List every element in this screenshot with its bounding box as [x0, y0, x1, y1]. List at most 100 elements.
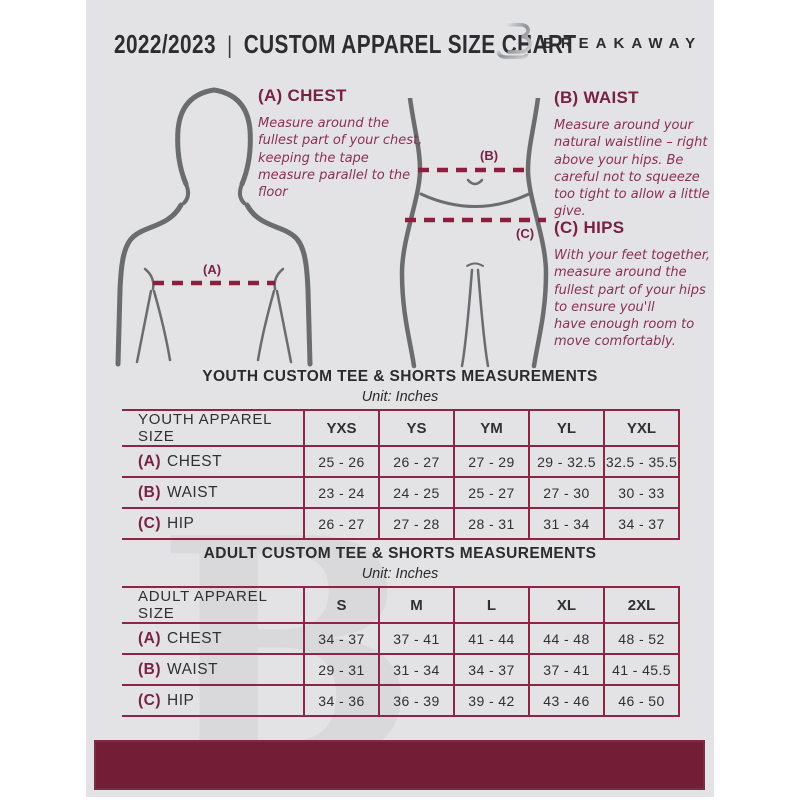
hips-diagram: (B) (C) — [390, 95, 562, 375]
table-cell: 43 - 46 — [528, 684, 604, 717]
chest-guide-section: (A) CHEST Measure around the fullest par… — [258, 86, 428, 201]
table-row-chest: (A) CHEST 25 - 26 26 - 27 27 - 29 29 - 32… — [122, 445, 680, 478]
row-label-chest: (A) CHEST — [122, 445, 304, 478]
table-cell: 29 - 31 — [303, 653, 379, 686]
table-cell: 25 - 26 — [303, 445, 379, 478]
table-cell: 41 - 45.5 — [603, 653, 680, 686]
table-cell: 28 - 31 — [453, 507, 529, 540]
brand-name: BREAKAWAY — [543, 35, 703, 52]
row-label-hip: (C) HIP — [122, 507, 304, 540]
chest-marker-label: (A) — [203, 262, 221, 277]
adult-size-column-header: ADULT APPAREL SIZE — [122, 586, 304, 624]
row-label-chest: (A) CHEST — [122, 622, 304, 655]
breakaway-b-logo-icon — [494, 20, 534, 67]
size-col-ys: YS — [378, 409, 454, 447]
row-prefix: (A) — [138, 452, 162, 470]
table-row-hip: (C) HIP 26 - 27 27 - 28 28 - 31 31 - 34 3… — [122, 507, 680, 540]
hip-marker-label: (C) — [516, 226, 534, 241]
adult-table-unit: Unit: Inches — [361, 566, 439, 582]
table-cell: 34 - 36 — [303, 684, 379, 717]
adult-size-table: ADULT APPAREL SIZE S M L XL 2XL (A) CHEST… — [122, 586, 680, 717]
table-cell: 27 - 28 — [378, 507, 454, 540]
size-col-s: S — [303, 586, 379, 624]
season-label: 2022/2023 — [114, 29, 216, 59]
row-name: CHEST — [167, 452, 223, 470]
youth-size-table: YOUTH APPAREL SIZE YXS YS YM YL YXL (A) C… — [122, 409, 680, 540]
row-prefix: (B) — [138, 660, 162, 678]
chest-guide-heading: (A) CHEST — [258, 86, 347, 105]
row-prefix: (B) — [138, 483, 162, 501]
page-title: 2022/2023 | CUSTOM APPAREL SIZE CHART — [114, 29, 577, 60]
adult-table-titles: ADULT CUSTOM TEE & SHORTS MEASUREMENTS U… — [86, 545, 714, 582]
table-cell: 46 - 50 — [603, 684, 680, 717]
brand-lockup: BREAKAWAY — [494, 20, 702, 67]
youth-size-column-header: YOUTH APPAREL SIZE — [122, 409, 304, 447]
table-row-waist: (B) WAIST 29 - 31 31 - 34 34 - 37 37 - 41… — [122, 653, 680, 686]
waist-marker-label: (B) — [480, 148, 498, 163]
row-label-waist: (B) WAIST — [122, 653, 304, 686]
table-cell: 34 - 37 — [303, 622, 379, 655]
table-cell: 34 - 37 — [453, 653, 529, 686]
size-col-2xl: 2XL — [603, 586, 680, 624]
page: 2022/2023 | CUSTOM APPAREL SIZE CHART — [86, 0, 714, 797]
size-col-yxs: YXS — [303, 409, 379, 447]
table-cell: 41 - 44 — [453, 622, 529, 655]
table-cell: 27 - 29 — [453, 445, 529, 478]
table-cell: 30 - 33 — [603, 476, 680, 509]
table-row-chest: (A) CHEST 34 - 37 37 - 41 41 - 44 44 - 48… — [122, 622, 680, 655]
table-cell: 29 - 32.5 — [528, 445, 604, 478]
table-header-row: ADULT APPAREL SIZE S M L XL 2XL — [122, 586, 680, 624]
adult-table-title: ADULT CUSTOM TEE & SHORTS MEASUREMENTS — [203, 545, 597, 562]
table-cell: 23 - 24 — [303, 476, 379, 509]
table-cell: 32.5 - 35.5 — [603, 445, 680, 478]
table-cell: 44 - 48 — [528, 622, 604, 655]
row-name: WAIST — [167, 483, 219, 501]
row-label-hip: (C) HIP — [122, 684, 304, 717]
table-header-row: YOUTH APPAREL SIZE YXS YS YM YL YXL — [122, 409, 680, 447]
youth-table-unit: Unit: Inches — [361, 389, 439, 405]
row-name: WAIST — [167, 660, 219, 678]
title-text: CUSTOM APPAREL SIZE CHART — [243, 29, 577, 59]
size-col-yxl: YXL — [603, 409, 680, 447]
hips-guide-body: With your feet together, measure around … — [554, 248, 711, 350]
table-cell: 31 - 34 — [528, 507, 604, 540]
row-prefix: (A) — [138, 629, 162, 647]
table-cell: 26 - 27 — [378, 445, 454, 478]
size-col-m: M — [378, 586, 454, 624]
row-name: CHEST — [167, 629, 223, 647]
size-col-ym: YM — [453, 409, 529, 447]
table-cell: 31 - 34 — [378, 653, 454, 686]
table-cell: 34 - 37 — [603, 507, 680, 540]
table-cell: 36 - 39 — [378, 684, 454, 717]
title-divider: | — [227, 32, 233, 59]
waist-guide-section: (B) WAIST Measure around your natural wa… — [554, 88, 714, 221]
torso-diagram: (A) — [114, 78, 318, 375]
size-col-yl: YL — [528, 409, 604, 447]
hips-guide-heading: (C) HIPS — [554, 218, 625, 237]
table-cell: 26 - 27 — [303, 507, 379, 540]
size-col-xl: XL — [528, 586, 604, 624]
row-prefix: (C) — [138, 514, 162, 532]
table-cell: 27 - 30 — [528, 476, 604, 509]
youth-table-titles: YOUTH CUSTOM TEE & SHORTS MEASUREMENTS U… — [86, 368, 714, 405]
row-name: HIP — [167, 514, 195, 532]
table-cell: 39 - 42 — [453, 684, 529, 717]
row-prefix: (C) — [138, 691, 162, 709]
table-cell: 37 - 41 — [528, 653, 604, 686]
table-cell: 37 - 41 — [378, 622, 454, 655]
table-row-waist: (B) WAIST 23 - 24 24 - 25 25 - 27 27 - 30… — [122, 476, 680, 509]
size-col-l: L — [453, 586, 529, 624]
chest-guide-body: Measure around the fullest part of your … — [258, 116, 423, 201]
row-label-waist: (B) WAIST — [122, 476, 304, 509]
row-name: HIP — [167, 691, 195, 709]
waist-guide-body: Measure around your natural waistline – … — [554, 118, 710, 220]
table-cell: 25 - 27 — [453, 476, 529, 509]
hips-guide-section: (C) HIPS With your feet together, measur… — [554, 218, 714, 351]
table-row-hip: (C) HIP 34 - 36 36 - 39 39 - 42 43 - 46 4… — [122, 684, 680, 717]
footer-accent-bar — [94, 740, 705, 790]
table-cell: 24 - 25 — [378, 476, 454, 509]
waist-guide-heading: (B) WAIST — [554, 88, 639, 107]
table-cell: 48 - 52 — [603, 622, 680, 655]
youth-table-title: YOUTH CUSTOM TEE & SHORTS MEASUREMENTS — [202, 368, 598, 385]
